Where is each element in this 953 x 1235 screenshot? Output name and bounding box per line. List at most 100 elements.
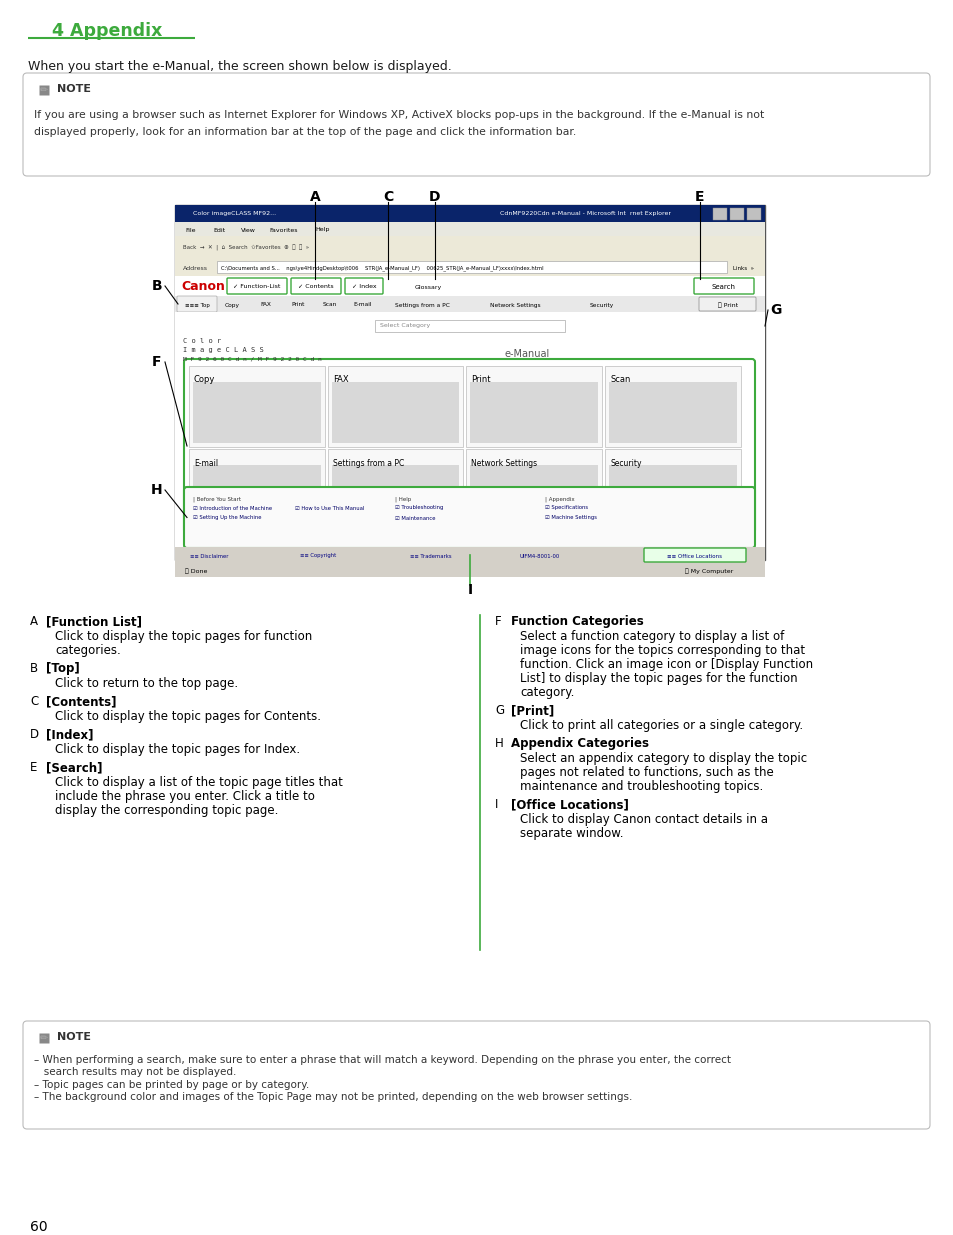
Text: 🖨 Print: 🖨 Print — [718, 303, 738, 308]
Text: ≡≡ Disclaimer: ≡≡ Disclaimer — [190, 553, 229, 558]
Text: I m a g e C L A S S: I m a g e C L A S S — [183, 347, 263, 353]
Text: Security: Security — [610, 458, 641, 468]
Text: [Index]: [Index] — [46, 727, 93, 741]
FancyBboxPatch shape — [184, 359, 754, 534]
Text: ✓ Index: ✓ Index — [352, 284, 375, 289]
Text: Help: Help — [314, 227, 329, 232]
Text: CdnMF9220Cdn e-Manual - Microsoft Int  rnet Explorer: CdnMF9220Cdn e-Manual - Microsoft Int rn… — [499, 211, 670, 216]
Text: Click to display Canon contact details in a: Click to display Canon contact details i… — [519, 813, 767, 826]
Text: D: D — [429, 190, 440, 204]
Text: G: G — [495, 704, 503, 718]
Text: [Print]: [Print] — [511, 704, 554, 718]
Text: Click to display the topic pages for function: Click to display the topic pages for fun… — [55, 630, 312, 643]
FancyBboxPatch shape — [345, 278, 382, 294]
FancyBboxPatch shape — [174, 258, 764, 275]
Text: I: I — [495, 798, 497, 811]
FancyBboxPatch shape — [189, 450, 324, 530]
Text: | Help: | Help — [395, 496, 411, 501]
Text: B: B — [152, 279, 162, 293]
FancyBboxPatch shape — [328, 450, 463, 530]
Text: F: F — [152, 354, 162, 369]
Text: [Search]: [Search] — [46, 761, 102, 774]
Text: ≡≡ Copyright: ≡≡ Copyright — [299, 553, 335, 558]
Text: I: I — [467, 583, 472, 597]
FancyBboxPatch shape — [609, 466, 737, 526]
Text: [Contents]: [Contents] — [46, 695, 116, 708]
Text: 🌐 Done: 🌐 Done — [185, 568, 207, 574]
Text: – Topic pages can be printed by page or by category.: – Topic pages can be printed by page or … — [34, 1079, 309, 1091]
Text: E-mail: E-mail — [193, 458, 218, 468]
Text: separate window.: separate window. — [519, 827, 623, 840]
Text: NOTE: NOTE — [57, 84, 91, 94]
Text: ☑ Troubleshooting: ☑ Troubleshooting — [395, 505, 443, 510]
FancyBboxPatch shape — [174, 205, 764, 222]
FancyBboxPatch shape — [729, 207, 743, 220]
Text: Select a function category to display a list of: Select a function category to display a … — [519, 630, 783, 643]
Text: A: A — [310, 190, 320, 204]
Text: maintenance and troubleshooting topics.: maintenance and troubleshooting topics. — [519, 781, 762, 793]
FancyBboxPatch shape — [604, 450, 740, 530]
Text: F: F — [495, 615, 501, 629]
Text: Scan: Scan — [610, 375, 630, 384]
FancyBboxPatch shape — [328, 366, 463, 447]
FancyBboxPatch shape — [470, 466, 598, 526]
Text: ☑ Setting Up the Machine: ☑ Setting Up the Machine — [193, 515, 261, 520]
Text: E: E — [30, 761, 37, 774]
FancyBboxPatch shape — [174, 547, 764, 563]
Text: A: A — [30, 615, 38, 629]
Text: 60: 60 — [30, 1220, 48, 1234]
FancyBboxPatch shape — [193, 382, 320, 443]
Text: | Before You Start: | Before You Start — [193, 496, 241, 501]
Text: E-mail: E-mail — [353, 303, 371, 308]
Text: function. Click an image icon or [Display Function: function. Click an image icon or [Displa… — [519, 658, 812, 671]
FancyBboxPatch shape — [227, 278, 287, 294]
FancyBboxPatch shape — [466, 366, 601, 447]
Text: H: H — [495, 737, 503, 750]
Text: Security: Security — [589, 303, 614, 308]
Text: B: B — [30, 662, 38, 676]
Text: categories.: categories. — [55, 643, 121, 657]
Text: C:\Documents and S...    ngs\ye4HindgDesktop\t006    STR(JA_e-Manual_LF)    0062: C:\Documents and S... ngs\ye4HindgDeskto… — [221, 266, 543, 270]
FancyBboxPatch shape — [23, 1021, 929, 1129]
Text: 🖥 My Computer: 🖥 My Computer — [684, 568, 733, 574]
Text: search results may not be displayed.: search results may not be displayed. — [34, 1067, 236, 1077]
Text: List] to display the topic pages for the function: List] to display the topic pages for the… — [519, 672, 797, 685]
Text: display the corresponding topic page.: display the corresponding topic page. — [55, 804, 278, 818]
Text: ☑ Maintenance: ☑ Maintenance — [395, 515, 435, 520]
Text: pages not related to functions, such as the: pages not related to functions, such as … — [519, 766, 773, 779]
Text: If you are using a browser such as Internet Explorer for Windows XP, ActiveX blo: If you are using a browser such as Inter… — [34, 110, 763, 120]
Text: [Top]: [Top] — [46, 662, 80, 676]
FancyBboxPatch shape — [291, 278, 340, 294]
Text: ✓ Function-List: ✓ Function-List — [233, 284, 280, 289]
Text: ☑ Machine Settings: ☑ Machine Settings — [544, 515, 597, 520]
Text: ✏: ✏ — [40, 1032, 48, 1044]
Text: Click to display a list of the topic page titles that: Click to display a list of the topic pag… — [55, 776, 342, 789]
FancyBboxPatch shape — [174, 275, 764, 296]
Text: Address: Address — [183, 266, 208, 270]
Text: Settings from a PC: Settings from a PC — [395, 303, 450, 308]
FancyBboxPatch shape — [643, 548, 745, 562]
Text: ≡≡≡ Top: ≡≡≡ Top — [185, 303, 210, 308]
FancyBboxPatch shape — [177, 296, 216, 312]
FancyBboxPatch shape — [193, 466, 320, 526]
Text: C: C — [30, 695, 38, 708]
FancyBboxPatch shape — [174, 236, 764, 258]
Text: Network Settings: Network Settings — [471, 458, 537, 468]
Text: View: View — [241, 227, 255, 232]
FancyBboxPatch shape — [184, 487, 754, 548]
Text: When you start the e-Manual, the screen shown below is displayed.: When you start the e-Manual, the screen … — [28, 61, 452, 73]
FancyBboxPatch shape — [375, 320, 564, 332]
FancyBboxPatch shape — [174, 205, 764, 559]
Text: Click to return to the top page.: Click to return to the top page. — [55, 677, 238, 690]
Text: e-Manual: e-Manual — [504, 350, 550, 359]
Text: – When performing a search, make sure to enter a phrase that will match a keywor: – When performing a search, make sure to… — [34, 1055, 730, 1065]
FancyBboxPatch shape — [174, 563, 764, 577]
Text: E: E — [695, 190, 704, 204]
Text: Select Category: Select Category — [379, 324, 430, 329]
Text: ☑ Introduction of the Machine: ☑ Introduction of the Machine — [193, 505, 272, 510]
Text: FAX: FAX — [260, 303, 271, 308]
Text: Network Settings: Network Settings — [490, 303, 540, 308]
Text: Back  →  ✕  |  ⌂  Search  ✩Favorites  ⊕  🖨  📷  »: Back → ✕ | ⌂ Search ✩Favorites ⊕ 🖨 📷 » — [183, 245, 309, 251]
Text: Appendix Categories: Appendix Categories — [511, 737, 648, 750]
Text: Canon: Canon — [181, 280, 225, 294]
